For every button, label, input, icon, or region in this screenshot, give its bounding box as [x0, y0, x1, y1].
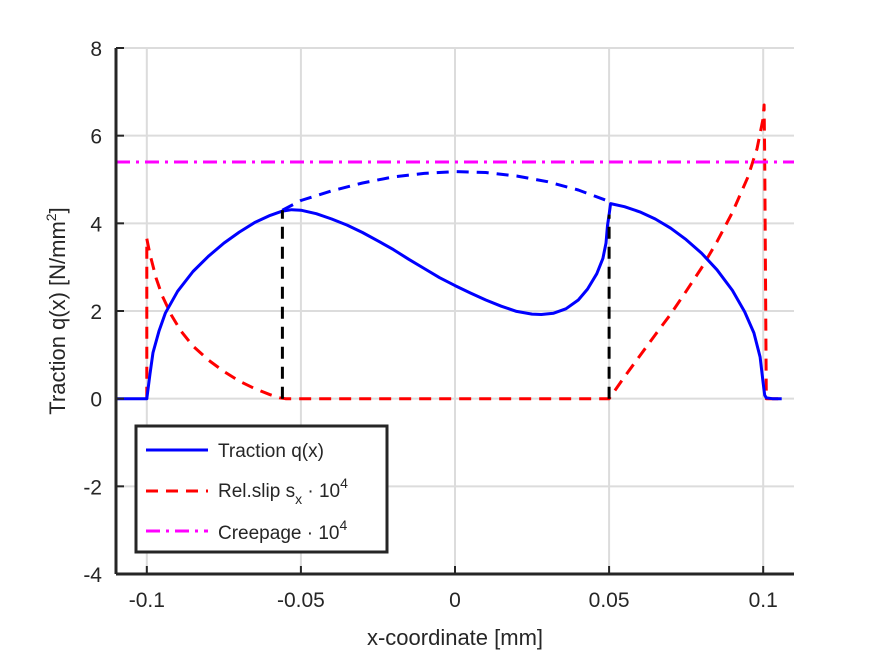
- legend-label-slip: Rel.slip sx · 104: [218, 475, 348, 507]
- y-tick-label: 2: [90, 301, 102, 324]
- y-tick-label: 6: [90, 126, 102, 149]
- y-tick-label: -4: [83, 564, 102, 587]
- y-axis-label-sup: 2: [43, 213, 59, 221]
- x-tick-label: 0.05: [589, 589, 630, 612]
- y-tick-label: -2: [83, 476, 102, 499]
- legend-label-traction: Traction q(x): [218, 441, 324, 462]
- y-axis-label: Traction q(x) [N/mm2]: [43, 207, 70, 414]
- series-traction-solid-0: [116, 202, 782, 401]
- y-tick-label: 8: [90, 38, 102, 61]
- y-axis-label-main: Traction q(x) [N/mm: [45, 221, 70, 415]
- x-tick-label: 0: [449, 589, 461, 612]
- series-traction-dashed-1: [281, 170, 610, 212]
- x-tick-label: -0.1: [129, 589, 165, 612]
- axes: [114, 47, 794, 576]
- x-axis-label: x-coordinate [mm]: [367, 625, 543, 650]
- legend-label-creepage: Creepage · 104: [218, 517, 347, 544]
- grid-lines: [116, 47, 794, 575]
- series-layer: [116, 103, 794, 401]
- x-tick-label: -0.05: [277, 589, 325, 612]
- y-tick-label: 0: [90, 389, 102, 412]
- y-axis-label-tail: ]: [45, 207, 70, 213]
- y-tick-label: 4: [90, 213, 102, 236]
- x-tick-label: 0.1: [749, 589, 778, 612]
- tick-labels: -0.1 -0.05 0 0.05 0.1 -4 -2 0 2 4 6 8: [83, 38, 777, 612]
- legend: Traction q(x) Rel.slip sx · 104 Creepage…: [134, 424, 389, 554]
